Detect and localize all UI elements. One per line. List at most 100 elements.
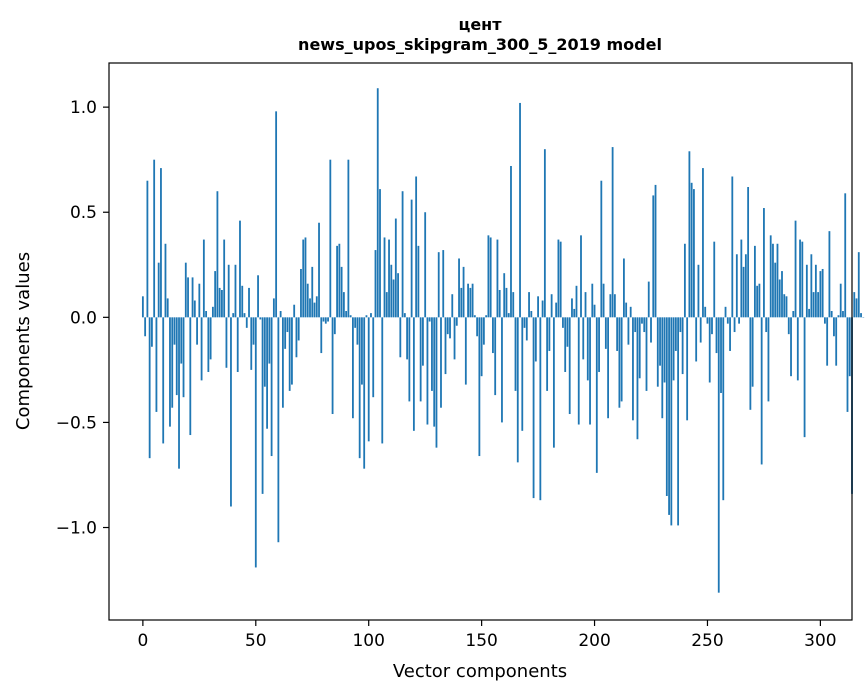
bar-component-101 (370, 313, 372, 318)
bar-component-116 (403, 313, 406, 318)
bar-component-8 (160, 168, 162, 318)
bar-component-147 (473, 315, 476, 318)
bar-component-214 (625, 302, 628, 318)
bar-component-271 (753, 245, 756, 318)
bar-component-72 (304, 237, 307, 318)
y-axis-label: Components values (13, 252, 34, 430)
bar-component-23 (193, 300, 196, 318)
bar-component-34 (218, 287, 221, 318)
x-tick-label: 100 (352, 631, 384, 651)
bar-component-260 (729, 317, 731, 351)
bar-component-68 (295, 317, 298, 358)
bar-component-56 (268, 317, 271, 364)
y-tick-label: −0.5 (56, 413, 97, 433)
bar-component-300 (819, 271, 822, 318)
bar-component-47 (248, 287, 250, 318)
bar-component-205 (604, 317, 607, 349)
bar-component-226 (652, 195, 655, 318)
bar-component-86 (336, 245, 338, 318)
bar-component-180 (548, 317, 551, 351)
bar-component-313 (848, 317, 851, 377)
bar-component-276 (765, 317, 768, 333)
bar-component-64 (286, 317, 289, 333)
bar-component-128 (431, 317, 433, 391)
bar-component-202 (598, 317, 600, 372)
bar-component-192 (575, 285, 578, 318)
bar-component-71 (302, 239, 305, 318)
bar-component-105 (379, 189, 381, 318)
bar-component-286 (787, 317, 790, 335)
bar-component-262 (733, 317, 736, 333)
bar-component-106 (381, 317, 384, 444)
bar-component-285 (785, 296, 788, 318)
bar-component-223 (645, 317, 648, 391)
bar-component-37 (225, 317, 228, 368)
bar-component-252 (711, 317, 713, 335)
bar-component-35 (221, 290, 223, 318)
bar-component-84 (331, 317, 334, 415)
bar-component-126 (426, 317, 429, 425)
bar-component-302 (824, 317, 826, 324)
bar-component-133 (442, 250, 445, 318)
bar-component-20 (187, 277, 189, 318)
bar-component-199 (591, 283, 594, 318)
bar-component-206 (607, 317, 609, 419)
bar-component-270 (751, 317, 754, 387)
bar-component-218 (634, 317, 637, 333)
bar-component-247 (699, 317, 702, 343)
bar-component-119 (410, 199, 413, 318)
bar-component-98 (363, 317, 366, 469)
bar-component-93 (352, 317, 354, 419)
bar-component-308 (837, 315, 840, 318)
bar-component-125 (424, 212, 427, 318)
bar-component-97 (361, 317, 363, 385)
bar-component-129 (433, 317, 436, 427)
bar-component-49 (252, 317, 255, 345)
bar-component-278 (769, 235, 772, 318)
bar-component-77 (315, 296, 318, 318)
bar-component-2 (146, 180, 149, 318)
bar-component-111 (392, 279, 395, 318)
bar-component-38 (227, 264, 230, 318)
x-axis-ticks: 0 50 100 150 200 250 300 (137, 620, 837, 651)
bar-component-231 (663, 317, 666, 383)
bar-component-30 (209, 317, 212, 360)
bar-component-18 (182, 317, 185, 398)
bar-component-289 (794, 220, 797, 318)
bar-component-75 (311, 266, 314, 318)
bar-component-181 (550, 294, 553, 318)
bar-component-217 (632, 317, 634, 421)
bar-component-124 (422, 317, 424, 366)
bar-component-167 (519, 102, 521, 318)
bar-component-145 (469, 287, 472, 318)
bar-component-24 (196, 317, 198, 345)
bar-component-155 (492, 317, 494, 354)
bar-component-112 (394, 218, 397, 318)
bar-component-57 (270, 317, 273, 457)
bar-component-50 (254, 317, 257, 568)
bar-component-211 (618, 317, 621, 408)
bar-component-187 (564, 317, 567, 372)
bar-component-280 (774, 262, 777, 318)
bar-component-299 (817, 292, 820, 318)
bar-component-153 (487, 235, 490, 318)
bar-component-132 (440, 317, 442, 408)
bar-component-149 (478, 317, 481, 457)
bar-component-168 (521, 317, 524, 431)
bar-component-41 (234, 264, 237, 318)
y-tick-label: 1.0 (70, 98, 97, 118)
bar-component-161 (505, 287, 508, 318)
bar-component-267 (744, 254, 747, 318)
bar-component-55 (266, 317, 268, 429)
bar-component-95 (356, 317, 359, 345)
bar-component-135 (446, 317, 449, 335)
bar-component-234 (670, 317, 673, 526)
bar-component-160 (503, 273, 506, 318)
bar-component-219 (636, 317, 639, 440)
bar-component-179 (546, 317, 549, 391)
bar-component-165 (514, 317, 517, 391)
bar-component-228 (656, 317, 659, 387)
y-tick-label: −1.0 (56, 519, 97, 539)
y-tick-label: 0.5 (70, 203, 97, 223)
bar-component-21 (189, 317, 192, 436)
